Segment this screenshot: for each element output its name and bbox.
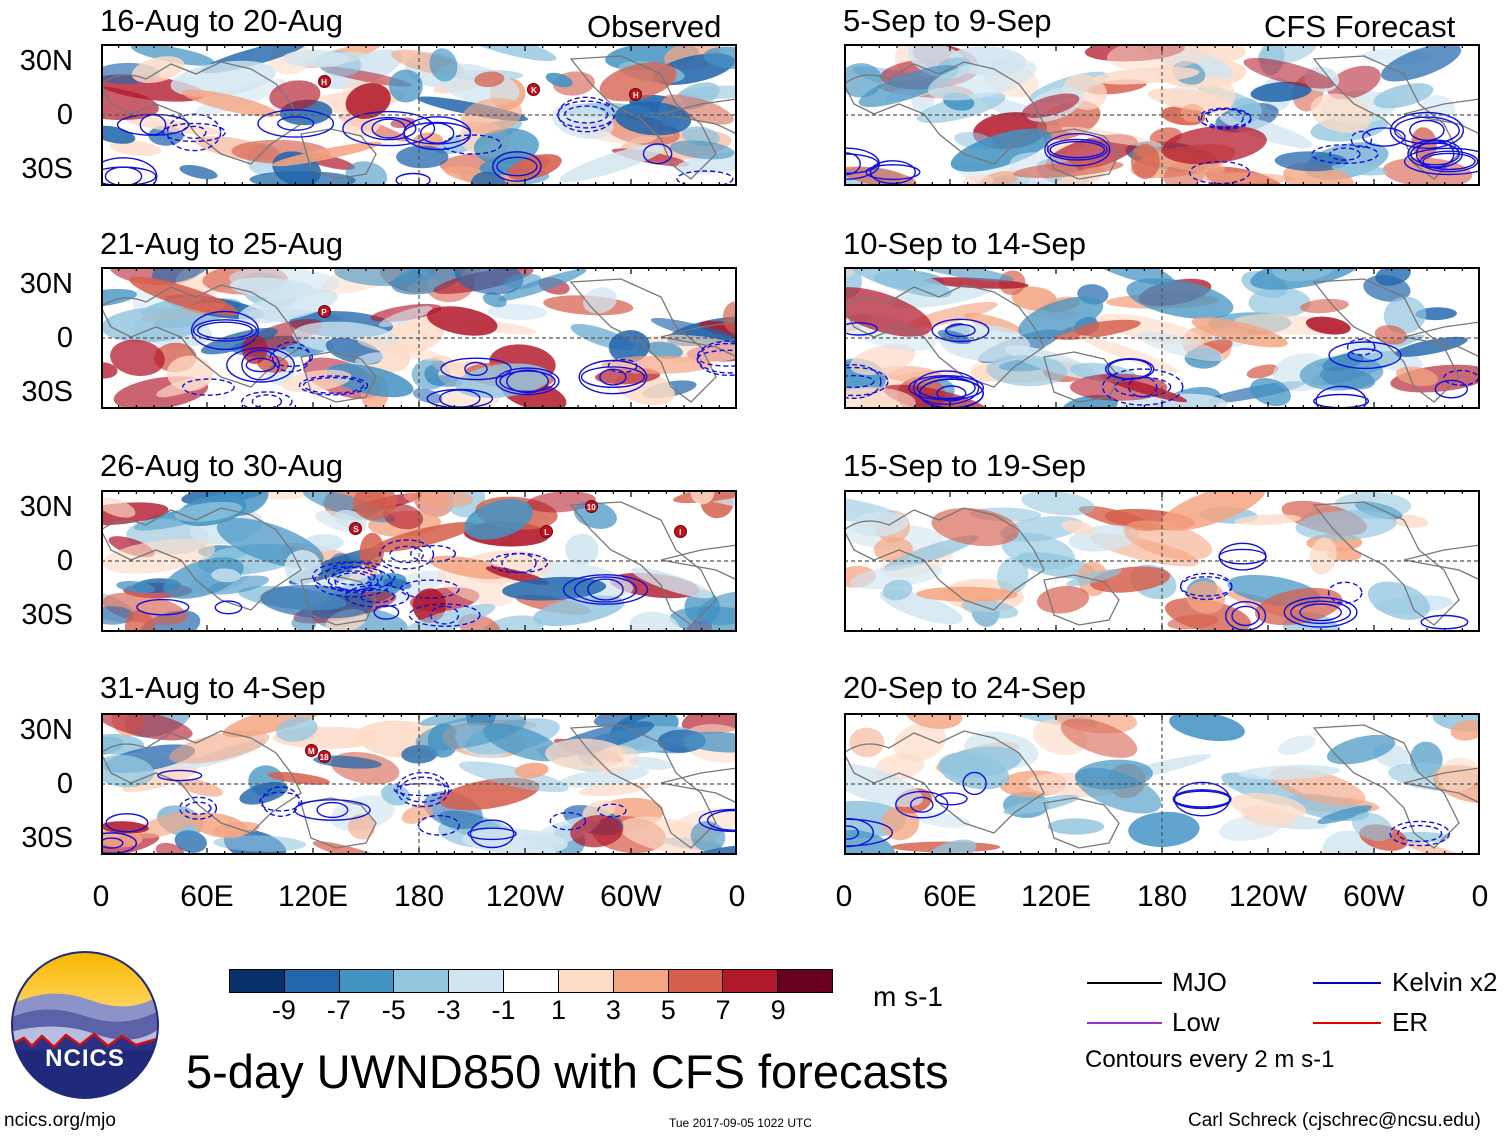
right-lon-label-1: 0 xyxy=(835,880,853,913)
left-lon-label-5: 120W xyxy=(485,880,565,913)
colorbar-swatch-5 xyxy=(448,970,504,992)
left-lon-label-6: 60W xyxy=(600,880,662,913)
right-lon-label-5: 120W xyxy=(1228,880,1308,913)
colorbar-swatch-4 xyxy=(393,970,449,992)
left-lon-label-7: 0 xyxy=(728,880,746,913)
legend-er-label: ER xyxy=(1392,1007,1429,1037)
lat-label-row4-2: 0 xyxy=(56,768,73,800)
lat-label-row4-3: 30S xyxy=(21,822,73,854)
panel-title-right-2: 10-Sep to 14-Sep xyxy=(843,226,1087,261)
observed-title: Observed xyxy=(587,9,722,44)
left-lon-label-4: 180 xyxy=(393,880,445,913)
map-panel-left-4: M 18 xyxy=(101,713,737,855)
lat-label-row2-2: 0 xyxy=(56,322,73,354)
panel-title-right-4: 20-Sep to 24-Sep xyxy=(843,670,1087,705)
lat-label-row1-1: 30N xyxy=(19,45,73,77)
storm-marker: H xyxy=(317,74,331,88)
panel-title-left-3: 26-Aug to 30-Aug xyxy=(100,448,344,483)
map-panel-left-3: S L 10 I xyxy=(101,490,737,632)
storm-marker: H xyxy=(629,87,643,101)
right-lon-label-7: 0 xyxy=(1471,880,1489,913)
colorbar-label-5: -1 xyxy=(491,995,516,1025)
right-lon-label-6: 60W xyxy=(1343,880,1405,913)
lat-label-row1-3: 30S xyxy=(21,153,73,185)
lat-label-row3-1: 30N xyxy=(19,491,73,523)
legend-er-line xyxy=(1313,1022,1381,1024)
colorbar-swatch-7 xyxy=(557,970,613,992)
legend-low-label: Low xyxy=(1172,1007,1220,1037)
panel-title-left-2: 21-Aug to 25-Aug xyxy=(100,226,344,261)
lat-label-row3-2: 0 xyxy=(56,545,73,577)
colorbar-swatch-1 xyxy=(230,970,284,992)
legend-contour-note: Contours every 2 m s-1 xyxy=(1085,1046,1335,1073)
right-lon-label-3: 120E xyxy=(1020,880,1092,913)
panel-title-left-1: 16-Aug to 20-Aug xyxy=(100,3,344,38)
footer-timestamp: Tue 2017-09-05 1022 UTC xyxy=(669,1116,812,1130)
logo-text: NCICS xyxy=(45,1045,125,1072)
right-lon-label-2: 60E xyxy=(923,880,977,913)
main-title: 5-day UWND850 with CFS forecasts xyxy=(186,1045,949,1098)
colorbar-label-4: -3 xyxy=(436,995,461,1025)
storm-marker: L xyxy=(540,525,554,539)
lat-label-row3-3: 30S xyxy=(21,599,73,631)
footer-credit: Carl Schreck (cjschrec@ncsu.edu) xyxy=(1188,1110,1481,1131)
ncics-logo: NCICS xyxy=(10,950,160,1100)
colorbar xyxy=(229,969,833,993)
storm-marker: I xyxy=(673,525,687,539)
colorbar-units: m s-1 xyxy=(873,981,943,1012)
storm-marker: M xyxy=(304,743,318,757)
map-panel-left-2: P xyxy=(101,267,737,409)
colorbar-label-6: 1 xyxy=(550,995,566,1025)
legend-kelvin-line xyxy=(1313,982,1381,984)
storm-marker: K xyxy=(527,83,541,97)
colorbar-swatch-10 xyxy=(722,970,778,992)
lat-label-row1-2: 0 xyxy=(56,99,73,131)
map-panel-right-1 xyxy=(844,44,1480,186)
legend-low-line xyxy=(1087,1022,1162,1024)
colorbar-label-2: -7 xyxy=(326,995,351,1025)
colorbar-swatch-9 xyxy=(667,970,723,992)
map-panel-right-2 xyxy=(844,267,1480,409)
storm-marker: S xyxy=(349,522,363,536)
map-panel-right-4 xyxy=(844,713,1480,855)
map-panel-right-3 xyxy=(844,490,1480,632)
lat-label-row2-1: 30N xyxy=(19,268,73,300)
panel-title-right-3: 15-Sep to 19-Sep xyxy=(843,448,1087,483)
colorbar-label-8: 5 xyxy=(660,995,676,1025)
left-lon-label-2: 60E xyxy=(180,880,234,913)
colorbar-label-9: 7 xyxy=(715,995,731,1025)
storm-marker: 10 xyxy=(584,499,598,513)
panel-title-right-1: 5-Sep to 9-Sep xyxy=(843,3,1052,38)
colorbar-swatch-2 xyxy=(283,970,339,992)
left-lon-label-3: 120E xyxy=(277,880,349,913)
cfs-forecast-title: CFS Forecast xyxy=(1264,9,1456,44)
colorbar-label-3: -5 xyxy=(381,995,406,1025)
colorbar-swatch-11 xyxy=(777,970,832,992)
lat-label-row4-1: 30N xyxy=(19,714,73,746)
colorbar-swatch-3 xyxy=(338,970,394,992)
legend-mjo-line xyxy=(1087,982,1162,984)
lat-label-row2-3: 30S xyxy=(21,376,73,408)
left-lon-label-1: 0 xyxy=(92,880,110,913)
colorbar-swatch-8 xyxy=(612,970,668,992)
storm-marker: P xyxy=(317,305,331,319)
panel-title-left-4: 31-Aug to 4-Sep xyxy=(100,670,326,705)
footer-url[interactable]: ncics.org/mjo xyxy=(4,1110,116,1131)
storm-marker: 18 xyxy=(317,749,331,763)
colorbar-label-1: -9 xyxy=(271,995,296,1025)
colorbar-label-10: 9 xyxy=(770,995,786,1025)
colorbar-swatch-6 xyxy=(503,970,558,992)
colorbar-label-7: 3 xyxy=(605,995,621,1025)
legend-kelvin-label: Kelvin x2 xyxy=(1392,967,1498,997)
legend-mjo-label: MJO xyxy=(1172,967,1227,997)
right-lon-label-4: 180 xyxy=(1136,880,1188,913)
